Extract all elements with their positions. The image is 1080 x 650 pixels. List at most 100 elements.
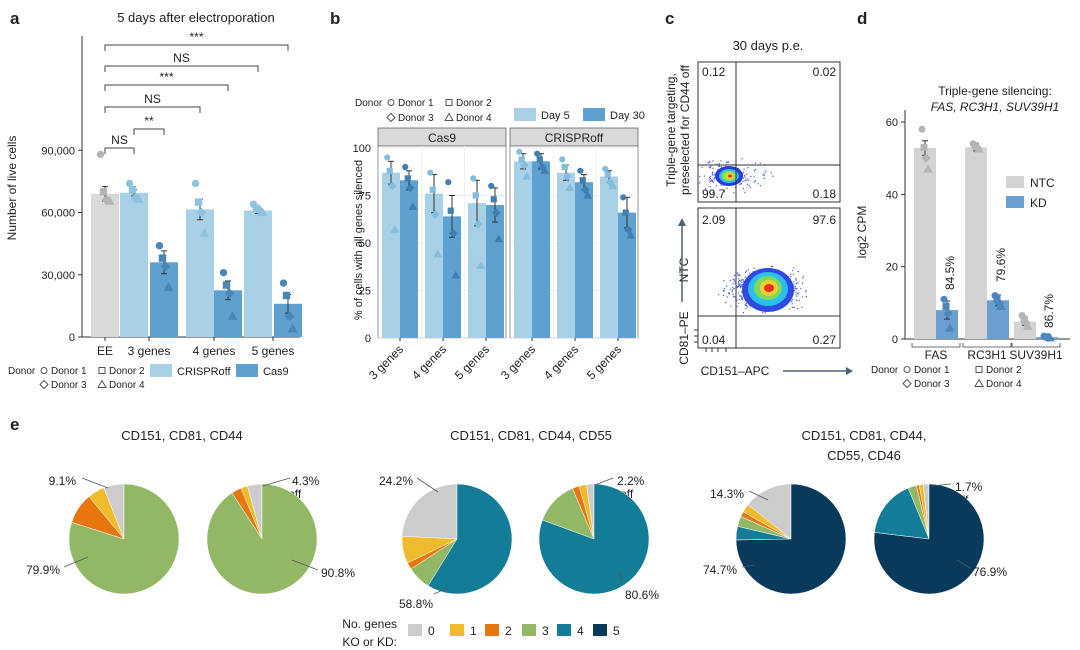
data-point: [196, 207, 207, 218]
flow-event: [741, 278, 743, 280]
group-bracket: [962, 343, 1012, 348]
donor-legend-marker: [974, 378, 984, 387]
flow-event: [765, 170, 767, 172]
legend-label-crisproff: CRISPRoff: [177, 366, 232, 378]
data-point: [227, 311, 238, 320]
data-point: [942, 302, 950, 310]
data-point: [128, 185, 137, 194]
flow-event: [737, 274, 739, 277]
flow-event: [744, 271, 747, 274]
data-point: [490, 196, 497, 203]
flow-event: [763, 174, 765, 177]
x-tick-label: SUV39H1: [1009, 348, 1063, 362]
pie-label-leader: [594, 477, 614, 486]
legend-swatch-2: [485, 624, 499, 636]
data-point: [536, 156, 543, 163]
flow-event: [725, 301, 727, 304]
donor-legend-label: Donor 4: [456, 113, 492, 124]
legend-label: 4: [577, 624, 584, 638]
flow-event: [712, 181, 714, 183]
flow-event: [791, 306, 794, 309]
flow-event: [731, 290, 733, 292]
data-point: [257, 207, 268, 217]
data-point: [133, 193, 144, 203]
data-point: [608, 181, 618, 190]
chart-title: Triple-gene silencing:: [938, 84, 1052, 98]
data-point: [448, 229, 458, 238]
data-point: [516, 148, 523, 155]
flow-event: [743, 174, 746, 177]
flow-event: [722, 290, 725, 292]
flow-event: [717, 293, 720, 296]
flow-event: [730, 305, 732, 307]
data-point: [429, 186, 436, 193]
panel-letter-e: e: [10, 415, 19, 434]
bar-Cas9-Day30: [486, 205, 504, 338]
flow-event: [740, 182, 742, 185]
flow-event: [715, 185, 717, 187]
flow-event: [795, 282, 797, 285]
flow-event: [795, 299, 798, 302]
kd-percent-annotation: 86.7%: [1042, 294, 1056, 328]
pie-CRISPRoff: CRISPRoff1.7%76.9%: [873, 480, 1007, 595]
pie-percent-label: 80.6%: [625, 588, 659, 602]
flow-event: [805, 291, 807, 293]
flow-event: [753, 181, 756, 183]
flow-event: [742, 171, 745, 174]
flow-event: [720, 160, 722, 162]
data-point: [580, 185, 590, 195]
pie-label-leader: [741, 564, 756, 568]
pie-slice-3: [206, 483, 318, 595]
flow-event: [708, 166, 711, 168]
flow-event: [709, 167, 712, 169]
bar-FAS-KD: [936, 310, 958, 339]
flow-event: [710, 180, 712, 182]
data-point: [974, 144, 984, 153]
flow-event: [713, 177, 716, 179]
flow-event: [740, 284, 742, 286]
flow-event: [745, 270, 748, 272]
data-point: [386, 167, 393, 174]
donor-legend-marker: [40, 367, 48, 374]
panel-c: c 30 days p.e. Triple-gene targeting, prese…: [664, 9, 853, 378]
donor-legend-label: Donor 3: [914, 379, 950, 390]
quadrant-percent: 0.04: [702, 333, 726, 347]
x-tick-label: 3 genes: [128, 344, 171, 358]
flow-event: [748, 184, 750, 187]
flow-event: [772, 175, 774, 177]
y-tick-label: 30,000: [41, 270, 75, 282]
flow-event: [718, 165, 720, 168]
flow-event: [729, 288, 731, 290]
flow-event: [745, 304, 748, 307]
flow-event: [733, 287, 735, 290]
flow-event: [805, 289, 807, 292]
flow-event: [742, 180, 744, 183]
x-tick-label: 5 genes: [584, 342, 624, 382]
pie-percent-label: 14.3%: [710, 487, 744, 501]
donor-legend-marker: [97, 379, 107, 388]
quadrant-percent: 0.02: [813, 65, 837, 79]
data-point: [921, 153, 931, 163]
significance-line: [104, 65, 259, 72]
quadrant-percent: 2.09: [702, 213, 726, 227]
flow-event: [764, 312, 766, 314]
flow-event: [792, 299, 794, 301]
flow-event: [738, 273, 740, 276]
flow-event: [762, 174, 764, 176]
bar-Cas9-Day5: [382, 172, 400, 338]
data-point: [945, 323, 955, 332]
flow-event: [708, 161, 710, 163]
legend-label: 1: [470, 624, 477, 638]
legend-label: 3: [542, 624, 549, 638]
chart-title: 5 days after electroporation: [117, 10, 275, 25]
significance-bracket: **: [133, 114, 165, 135]
pie-label-leader: [619, 571, 623, 583]
flow-event: [738, 281, 740, 283]
flow-event: [795, 294, 797, 296]
flow-event: [739, 183, 741, 185]
x-tick-label: EE: [97, 344, 113, 358]
pie-group-0: CD151, CD81, CD44Cas99.1%79.9%CRISPRoff4…: [26, 428, 355, 595]
flow-event: [802, 275, 804, 278]
significance-line: [104, 84, 229, 91]
flow-event: [736, 285, 739, 287]
